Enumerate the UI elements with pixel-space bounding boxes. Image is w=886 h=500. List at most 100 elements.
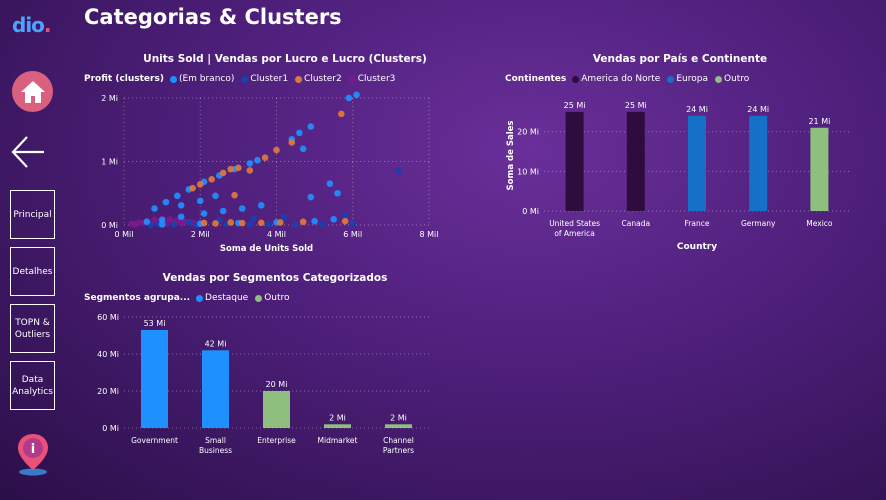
nav-principal-button[interactable]: Principal: [10, 190, 55, 239]
x-tick-label: Business: [199, 446, 232, 455]
scatter-point: [273, 146, 280, 154]
bar: [385, 424, 412, 428]
x-tick-label: 4 Mil: [267, 230, 286, 239]
y-tick-label: 0 Mi: [101, 221, 118, 230]
x-tick-label: 2 Mil: [191, 230, 210, 239]
scatter-point: [174, 192, 181, 200]
scatter-point: [219, 169, 227, 177]
legend-dot-destaque: [196, 294, 204, 302]
legend-dot-em-branco: [169, 75, 177, 83]
scatter-point: [231, 191, 238, 199]
nav-detalhes-button[interactable]: Detalhes: [10, 247, 55, 296]
scatter-point: [200, 210, 208, 217]
legend-item-em-branco[interactable]: (Em branco): [169, 74, 234, 84]
scatter-point: [307, 123, 315, 130]
scatter-point: [277, 219, 284, 226]
scatter-point: [219, 207, 227, 215]
data-label: 2 Mi: [390, 413, 407, 422]
scatter-point: [338, 110, 345, 118]
home-button[interactable]: [12, 71, 53, 112]
legend-dot-europa: [667, 75, 675, 83]
legend-dot-america-do-norte: [572, 75, 580, 83]
scatter-point: [196, 197, 204, 205]
scatter-point: [143, 218, 151, 226]
data-label: 20 Mi: [266, 380, 288, 389]
y-tick-label: 2 Mi: [101, 94, 118, 103]
x-axis-label: Country: [677, 242, 717, 252]
scatter-point: [299, 218, 307, 226]
y-tick-label: 60 Mi: [97, 313, 119, 322]
scatter-point: [334, 189, 341, 197]
bar: [263, 391, 290, 428]
info-pin-icon[interactable]: i: [15, 432, 51, 476]
x-tick-label: France: [685, 219, 710, 228]
x-tick-label: Germany: [741, 219, 776, 228]
scatter-point: [177, 202, 185, 209]
bar: [141, 329, 168, 428]
nav-data-analytics-button[interactable]: Data Analytics: [10, 361, 55, 410]
scatter-point: [257, 219, 265, 227]
y-tick-label: 20 Mi: [97, 387, 119, 396]
scatter-point: [170, 221, 177, 229]
legend-item-europa[interactable]: Europa: [667, 74, 708, 84]
nav-topn-outliers-button[interactable]: TOPN & Outliers: [10, 304, 55, 353]
data-label: 21 Mi: [808, 117, 830, 126]
y-tick-label: 0 Mi: [102, 424, 119, 433]
scatter-point: [254, 156, 261, 164]
bar: [688, 115, 706, 211]
scatter-point: [212, 220, 219, 227]
scatter-point: [292, 221, 299, 228]
scatter-point: [158, 221, 166, 228]
segment-chart-title: Vendas por Segmentos Categorizados: [162, 272, 388, 284]
x-tick-label: 6 Mil: [343, 230, 362, 239]
country-chart-title: Vendas por País e Continente: [592, 53, 768, 65]
scatter-point: [299, 145, 307, 153]
scatter-point: [395, 167, 402, 175]
bar: [810, 127, 829, 211]
scatter-point: [246, 160, 254, 167]
scatter-point: [235, 164, 242, 172]
y-tick-label: 10 Mi: [517, 167, 539, 176]
y-tick-label: 40 Mi: [97, 350, 119, 359]
legend-dot-cluster3: [348, 75, 356, 83]
country-legend-title: Continentes: [505, 74, 567, 84]
x-tick-label: Mexico: [806, 219, 833, 228]
legend-item-cluster3[interactable]: Cluster3: [348, 74, 395, 84]
scatter-chart[interactable]: 0 Mil 2 Mil 4 Mil 6 Mil 8 Mil 0 Mi 1 Mi 2 Mi Som…: [84, 90, 454, 255]
scatter-point: [185, 219, 193, 226]
scatter-point: [246, 167, 254, 174]
y-tick-label: 1 Mi: [101, 158, 118, 167]
x-tick-label: 8 Mil: [420, 230, 439, 239]
home-icon: [20, 80, 45, 103]
data-label: 42 Mi: [205, 339, 227, 348]
page-title: Categorias & Clusters: [84, 5, 342, 29]
data-label: 24 Mi: [747, 105, 769, 114]
legend-dot-cluster2: [295, 75, 303, 83]
x-tick-label: Canada: [622, 219, 651, 228]
x-axis-label: Soma de Units Sold: [220, 244, 313, 254]
bar: [626, 111, 645, 211]
x-tick-label: of America: [554, 229, 595, 238]
x-tick-label: 0 Mil: [115, 230, 134, 239]
scatter-point: [345, 94, 353, 102]
scatter-point: [162, 198, 170, 206]
back-arrow-icon[interactable]: [10, 134, 46, 170]
segment-bar-chart[interactable]: 0 Mi 20 Mi 40 Mi 60 Mi 53 Mi Government 42 Mi S…: [84, 306, 454, 466]
legend-item-america-do-norte[interactable]: America do Norte: [572, 74, 660, 84]
legend-item-outro[interactable]: Outro: [714, 74, 749, 84]
x-tick-label: Partners: [383, 446, 414, 455]
logo: dio.: [12, 13, 51, 37]
legend-item-outro-segment[interactable]: Outro: [255, 293, 290, 303]
scatter-point: [296, 129, 303, 137]
scatter-point: [326, 180, 334, 188]
scatter-point: [200, 219, 208, 227]
legend-item-cluster2[interactable]: Cluster2: [295, 74, 342, 84]
legend-item-destaque[interactable]: Destaque: [196, 293, 248, 303]
data-label: 2 Mi: [329, 413, 346, 422]
scatter-point: [341, 217, 349, 225]
x-tick-label: Government: [131, 436, 178, 445]
scatter-point: [238, 205, 246, 212]
legend-item-cluster1[interactable]: Cluster1: [241, 74, 288, 84]
scatter-point: [307, 193, 315, 201]
